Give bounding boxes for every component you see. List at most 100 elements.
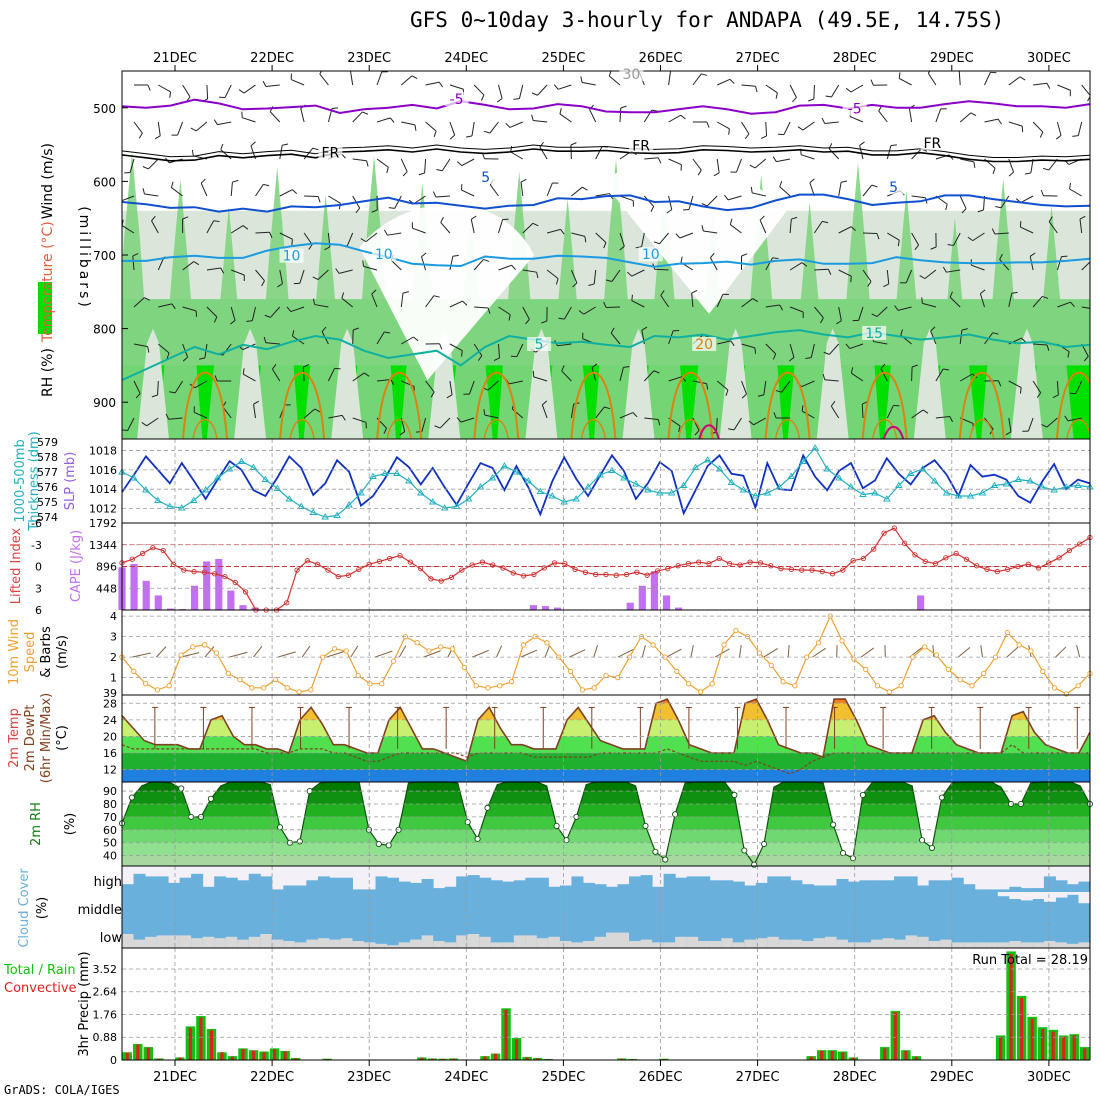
li-point: [603, 571, 609, 578]
rh-tongue: [158, 179, 203, 439]
page-title: GFS 0~10day 3-hourly for ANDAPA (49.5E, …: [410, 8, 1005, 32]
cape-bar: [662, 595, 671, 610]
contour-label: FR: [923, 136, 941, 152]
cloud-high-bar: [548, 886, 561, 892]
li-point: [974, 563, 980, 569]
cloud-low-bar: [709, 941, 722, 948]
contour-label: 10: [283, 249, 301, 265]
cloud-high-bar: [963, 884, 976, 892]
cloud-low-bg: [848, 920, 861, 948]
thickness-point: [452, 502, 461, 509]
wind-barb-flag: [701, 203, 708, 207]
rh-dry-notch: [622, 328, 655, 439]
rh-point: [563, 837, 570, 844]
cloud-high-bar: [214, 876, 227, 892]
wind-barb-flag: [263, 183, 270, 187]
thickness-point: [978, 489, 987, 496]
contour-label-bg: [842, 101, 867, 116]
wind-barb: [765, 84, 778, 94]
cloud-middle-bar: [1020, 892, 1033, 901]
wind-barb-flag: [603, 301, 607, 308]
thickness-point: [751, 492, 760, 499]
wind-barb: [498, 343, 500, 359]
wind-barb-flag: [728, 128, 730, 135]
li-point: [335, 574, 341, 580]
li-point: [654, 568, 661, 574]
wind-barb-flag: [1011, 291, 1018, 294]
wind-barb-flag: [741, 253, 748, 257]
temp-base-band: [122, 769, 1090, 782]
wind-barb-flag: [439, 343, 443, 350]
wind-tick-label: 1: [110, 672, 117, 685]
cloud-low-bar: [271, 939, 284, 948]
wind-barb-flag: [772, 257, 779, 260]
wind-barb-flag: [471, 215, 477, 220]
cloud-high-bar: [686, 876, 699, 892]
wind-barb: [1048, 221, 1058, 234]
wind-barb-flag: [724, 194, 729, 201]
isotherm-25: [386, 419, 412, 439]
wind-barb-flag: [845, 343, 851, 349]
li-point: [531, 571, 537, 578]
thickness-point: [930, 477, 939, 484]
wind-barb-flag: [808, 98, 815, 102]
cloud-low-bar: [398, 942, 411, 948]
wind-barb: [593, 269, 597, 284]
wind-barb-flag: [729, 78, 735, 84]
precip-convective-bar: [241, 1048, 245, 1060]
wind-barb-flag: [820, 317, 824, 324]
rh-field: [122, 71, 1090, 439]
wind-barb-flag: [477, 355, 483, 361]
wind-speed-point: [520, 642, 527, 648]
wind-barb: [759, 220, 767, 234]
rh-tick-label: 60: [103, 824, 117, 837]
thickness-tick-label: 574: [37, 511, 58, 524]
wind-barb-flag: [169, 91, 172, 98]
date-label-bottom: 27DEC: [736, 1070, 780, 1085]
wind-barb-flag: [262, 80, 267, 87]
rh-band: [122, 782, 1090, 792]
cloud-high-bar: [202, 886, 215, 892]
wind-tick-label: 3: [110, 631, 117, 644]
date-label-bottom: 24DEC: [444, 1070, 488, 1085]
cloud-high-bar: [364, 889, 377, 892]
wind-barb-flag: [754, 347, 757, 354]
wind-barb: [765, 304, 780, 308]
thickness-point: [464, 495, 473, 502]
cloud-low-bg: [294, 920, 307, 948]
li-point: [438, 578, 444, 584]
wind-barb-flag: [353, 327, 360, 331]
wind-barb: [849, 116, 864, 123]
cloud-low-bar: [778, 939, 791, 948]
rh-point: [178, 785, 185, 792]
thickness-point: [620, 474, 628, 481]
li-tick-label: -3: [31, 539, 42, 552]
wind-barb-flag: [883, 283, 889, 288]
li-point: [726, 560, 733, 567]
wind-barb-flag: [653, 241, 660, 245]
wind-barb-flag: [1079, 215, 1086, 220]
cloud-high-bar: [571, 876, 584, 892]
wind-ylabel-line: Speed: [23, 632, 38, 673]
wind-barb: [660, 295, 670, 308]
wind-barb: [668, 376, 683, 382]
wind-barb-flag: [1036, 392, 1042, 398]
thickness-point: [655, 489, 664, 496]
contour-label: 5: [481, 170, 490, 186]
wind-barb-flag: [701, 73, 708, 76]
thickness-point: [345, 501, 353, 508]
cloud-middle-bar: [1043, 892, 1056, 902]
wind-barb-flag: [433, 131, 437, 138]
precip-convective-bar: [504, 1009, 508, 1060]
wind-barb: [905, 269, 913, 284]
wind-barb-flag: [496, 98, 503, 103]
wind-barb-flag: [399, 431, 405, 436]
thickness-point: [130, 474, 138, 481]
cloud-low-bg: [963, 920, 976, 948]
wind-barb: [328, 414, 343, 419]
wind-barb: [133, 121, 143, 134]
contour-label-bg: [881, 180, 906, 195]
rh-tongue: [836, 163, 880, 439]
rh-dry-notch: [816, 328, 849, 439]
cloud-high-bar: [122, 884, 135, 892]
